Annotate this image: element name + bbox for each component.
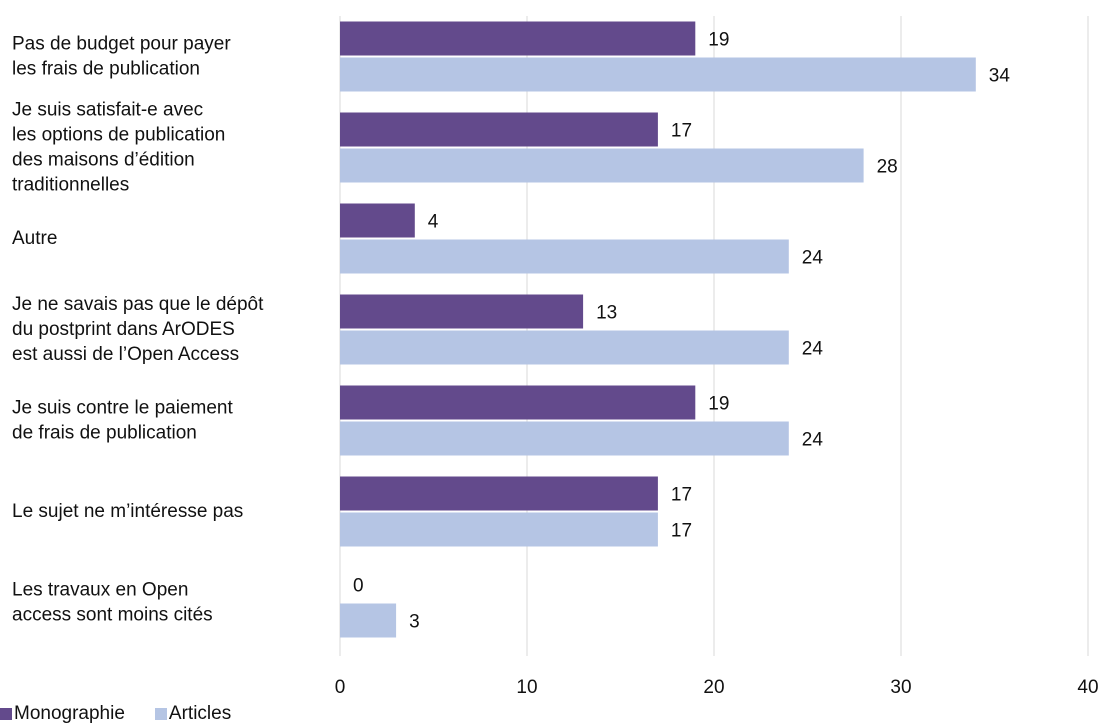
- data-label: 17: [671, 521, 692, 542]
- bar-monographie: [340, 203, 415, 238]
- data-label: 4: [428, 212, 439, 233]
- data-label: 3: [409, 612, 420, 633]
- x-tick-label: 10: [516, 677, 537, 698]
- x-tick-label: 0: [335, 677, 346, 698]
- x-tick-label: 30: [890, 677, 911, 698]
- category-label: Le sujet ne m’intéresse pas: [12, 501, 243, 522]
- data-label: 13: [596, 303, 617, 324]
- data-label: 24: [802, 430, 824, 451]
- data-label: 17: [671, 485, 692, 506]
- x-tick-label: 20: [703, 677, 724, 698]
- category-label: Pas de budget pour payer les frais de pub…: [12, 34, 231, 80]
- data-label: 28: [877, 157, 898, 178]
- bar-chart: 19 34 17 28 4 24 13 24 19 24 17 17 0 3 Pas de budget …: [12, 16, 1099, 698]
- legend-swatch-monographie: [0, 708, 12, 720]
- bar-articles: [340, 421, 789, 456]
- legend-item-monographie: Monographie: [0, 703, 125, 725]
- data-label: 17: [671, 121, 692, 142]
- bar-articles: [340, 148, 864, 183]
- bar-monographie: [340, 294, 584, 329]
- category-label: Je suis satisfait-e avec les options de p…: [12, 100, 225, 196]
- bar-articles: [340, 239, 789, 274]
- legend-swatch-articles: [154, 708, 167, 720]
- legend-label-articles: Articles: [168, 703, 232, 724]
- category-label: Autre: [12, 228, 57, 249]
- bar-monographie: [340, 21, 696, 56]
- data-label: 24: [802, 339, 824, 360]
- data-label: 34: [989, 66, 1011, 87]
- data-label: 19: [708, 394, 729, 415]
- x-tick-label: 40: [1077, 677, 1098, 698]
- bar-articles: [340, 512, 658, 547]
- bars: 19 34 17 28 4 24 13 24 19 24 17 17 0 3: [340, 21, 1011, 638]
- legend: Monographie Articles: [0, 703, 231, 725]
- data-label: 19: [708, 30, 729, 51]
- x-axis-ticks: 0 10 20 30 40: [335, 677, 1099, 698]
- category-label: Les travaux en Open access sont moins cit…: [12, 580, 213, 626]
- bar-articles: [340, 603, 397, 638]
- data-label: 0: [353, 576, 364, 597]
- data-label: 24: [802, 248, 824, 269]
- bar-monographie: [340, 476, 658, 511]
- category-label: Je suis contre le paiement de frais de pu…: [12, 398, 233, 444]
- category-label: Je ne savais pas que le dépôt du postprin…: [12, 294, 264, 365]
- bar-articles: [340, 57, 976, 92]
- bar-articles: [340, 330, 789, 365]
- category-labels: Pas de budget pour payer les frais de pub…: [12, 34, 264, 626]
- bar-monographie: [340, 385, 696, 420]
- bar-monographie: [340, 112, 658, 147]
- legend-item-articles: Articles: [154, 703, 232, 725]
- legend-label-monographie: Monographie: [14, 703, 125, 724]
